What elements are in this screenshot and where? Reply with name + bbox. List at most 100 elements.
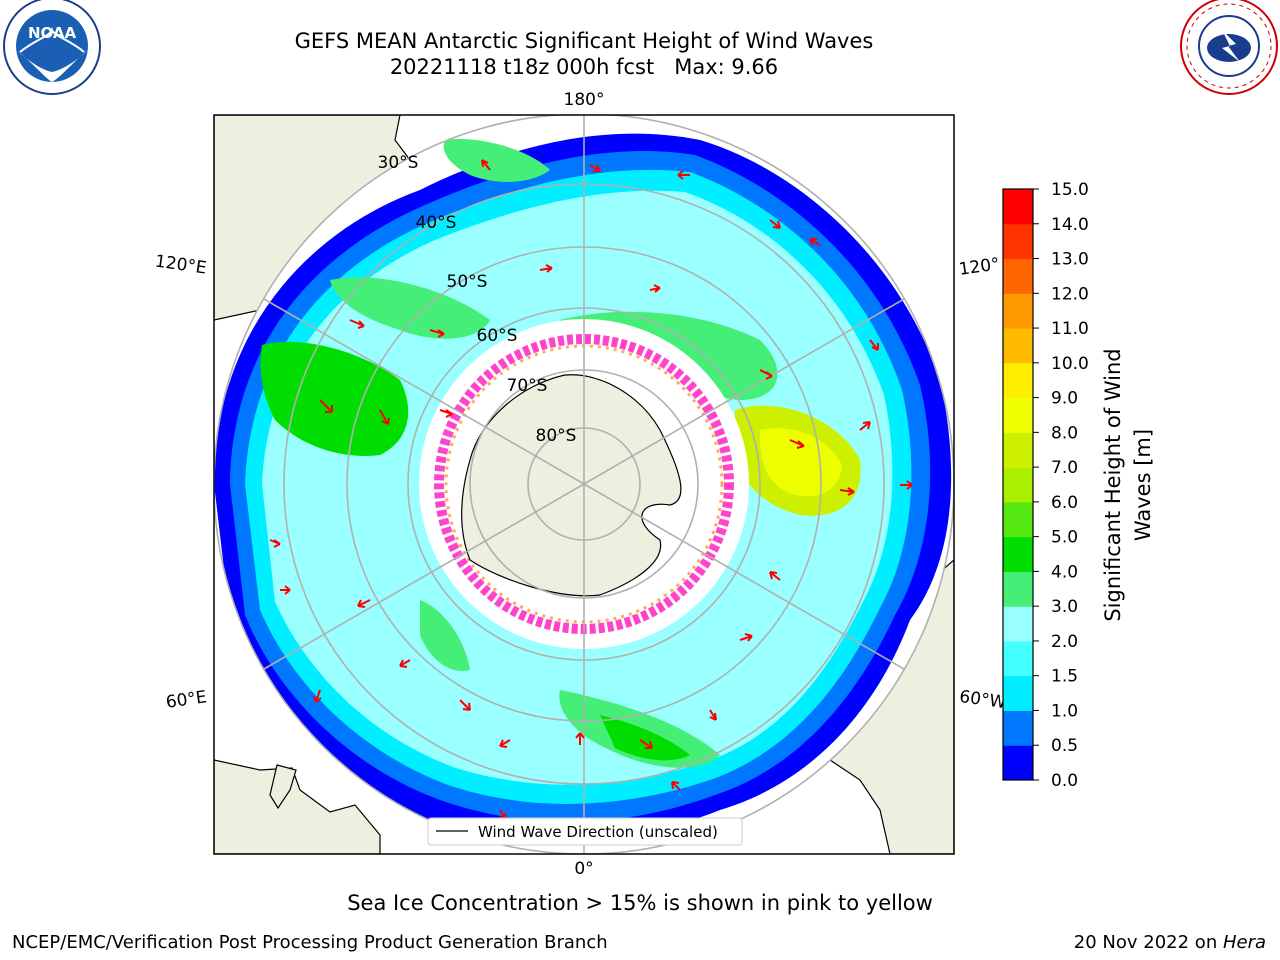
wind-wave-arrow <box>900 480 913 490</box>
colorbar-tick-label: 11.0 <box>1051 319 1089 339</box>
wind-wave-arrow <box>313 689 322 703</box>
map-frame <box>213 114 955 855</box>
sea-ice-note: Sea Ice Concentration > 15% is shown in … <box>347 891 933 915</box>
colorbar-frame <box>1002 188 1034 781</box>
wind-wave-arrow <box>319 399 333 413</box>
land-antarctica <box>461 374 682 597</box>
wind-wave-arrow <box>677 170 690 180</box>
colorbar-band <box>1003 571 1033 607</box>
wind-wave-arrows <box>269 159 913 821</box>
wind-wave-arrow <box>789 439 805 449</box>
meridian-label-60e: 60°E <box>165 687 208 712</box>
meridian-label-60w: 60°W <box>958 687 1007 713</box>
wave-patch-green-south-core <box>600 715 690 761</box>
parallel-label-50s: 50°S <box>447 272 488 292</box>
colorbar-tick-label: 4.0 <box>1051 562 1078 582</box>
colorbar-tick-label: 9.0 <box>1051 389 1078 409</box>
chart-title: GEFS MEAN Antarctic Significant Height o… <box>294 29 874 53</box>
wind-wave-arrow <box>739 633 753 642</box>
meridian-label-120w: 120° <box>958 254 1001 280</box>
colorbar-label-line1: Significant Height of Wind <box>1101 348 1125 622</box>
land-madagascar <box>269 764 297 810</box>
wind-wave-arrow <box>759 369 773 380</box>
wind-wave-arrow <box>379 409 390 425</box>
wind-wave-arrow <box>671 781 681 791</box>
wind-wave-arrow <box>649 284 661 293</box>
wind-wave-arrow <box>639 739 653 749</box>
colorbar-band <box>1003 536 1033 572</box>
colorbar-band <box>1003 467 1033 503</box>
colorbar-band <box>1003 397 1033 433</box>
colorbar-tick-label: 15.0 <box>1051 180 1089 200</box>
colorbar-tick-label: 12.0 <box>1051 284 1089 304</box>
wind-wave-arrow <box>439 409 453 418</box>
colorbar-band <box>1003 501 1033 538</box>
colorbar-band <box>1003 223 1033 260</box>
colorbar-tick-label: 14.0 <box>1051 215 1089 235</box>
colorbar-band <box>1003 362 1033 399</box>
wind-wave-arrow <box>269 539 281 548</box>
colorbar-tick-label: 0.0 <box>1051 771 1078 791</box>
wind-wave-arrow <box>575 732 585 745</box>
colorbar-band <box>1003 432 1033 468</box>
colorbar-tick-label: 0.5 <box>1051 736 1078 756</box>
colorbar <box>1003 189 1033 781</box>
wind-wave-arrow <box>459 699 471 711</box>
colorbar-band <box>1003 258 1033 294</box>
wind-wave-arrow <box>539 264 553 273</box>
wind-wave-arrow <box>709 709 717 721</box>
legend-label: Wind Wave Direction (unscaled) <box>478 823 718 841</box>
colorbar-tick-label: 1.0 <box>1051 701 1078 721</box>
colorbar-band <box>1003 606 1033 642</box>
wave-patch-green-west <box>260 341 409 456</box>
colorbar-label: Significant Height of Wind Waves [m] <box>1098 335 1158 635</box>
wave-patch-green-top <box>443 139 550 182</box>
colorbar-band <box>1003 293 1033 329</box>
colorbar-tick-label: 2.0 <box>1051 632 1078 652</box>
noaa-logo: NOAA <box>3 0 101 95</box>
parallel-label-70s: 70°S <box>507 376 548 396</box>
wind-wave-arrow <box>399 659 411 668</box>
wind-wave-arrow <box>839 487 855 496</box>
wind-wave-arrow <box>429 329 445 338</box>
chart-subtitle: 20221118 t18z 000h fcst Max: 9.66 <box>389 55 779 79</box>
wind-wave-arrow <box>809 238 821 246</box>
colorbar-band <box>1003 675 1033 711</box>
footer-date-text: 20 Nov 2022 on <box>1073 932 1223 953</box>
colorbar-tick-label: 13.0 <box>1051 250 1089 270</box>
colorbar-label-line2: Waves [m] <box>1131 428 1155 542</box>
colorbar-band <box>1003 710 1033 746</box>
colorbar-tick-label: 5.0 <box>1051 528 1078 548</box>
colorbar-tick-label: 6.0 <box>1051 493 1078 513</box>
wind-wave-arrow <box>589 164 601 172</box>
colorbar-band <box>1003 640 1033 677</box>
wind-wave-arrow <box>280 585 291 595</box>
colorbar-tick-label: 8.0 <box>1051 423 1078 443</box>
wind-wave-arrow <box>481 159 491 171</box>
footer-credit: NCEP/EMC/Verification Post Processing Pr… <box>12 932 608 953</box>
wind-wave-arrow <box>769 219 781 229</box>
graticule <box>214 115 954 854</box>
parallel-label-30s: 30°S <box>378 153 419 173</box>
wind-wave-arrow <box>499 739 511 748</box>
wave-patch-green-north <box>330 277 490 339</box>
nws-logo <box>1180 0 1278 95</box>
wind-wave-arrow <box>349 319 365 329</box>
colorbar-band <box>1003 328 1033 364</box>
meridian-label-0: 0° <box>574 859 593 879</box>
colorbar-ticks: 15.0 14.0 13.0 12.0 11.0 10.0 9.0 8.0 7.0 6.0 5.0 4… <box>1033 180 1089 791</box>
colorbar-tick-label: 7.0 <box>1051 458 1078 478</box>
meridian-label-120e: 120°E <box>154 252 208 279</box>
meridian-label-180: 180° <box>564 90 605 110</box>
wave-patch-green-sw <box>420 600 470 671</box>
wind-wave-arrow <box>859 421 871 431</box>
colorbar-band <box>1003 189 1033 225</box>
colorbar-tick-label: 3.0 <box>1051 597 1078 617</box>
wind-wave-arrow <box>769 571 781 581</box>
colorbar-tick-label: 1.5 <box>1051 667 1078 687</box>
colorbar-band <box>1003 745 1033 781</box>
parallel-label-40s: 40°S <box>416 213 457 233</box>
colorbar-tick-label: 10.0 <box>1051 354 1089 374</box>
footer-date: 20 Nov 2022 on Hera <box>1074 932 1266 953</box>
map-legend-box <box>427 817 743 846</box>
